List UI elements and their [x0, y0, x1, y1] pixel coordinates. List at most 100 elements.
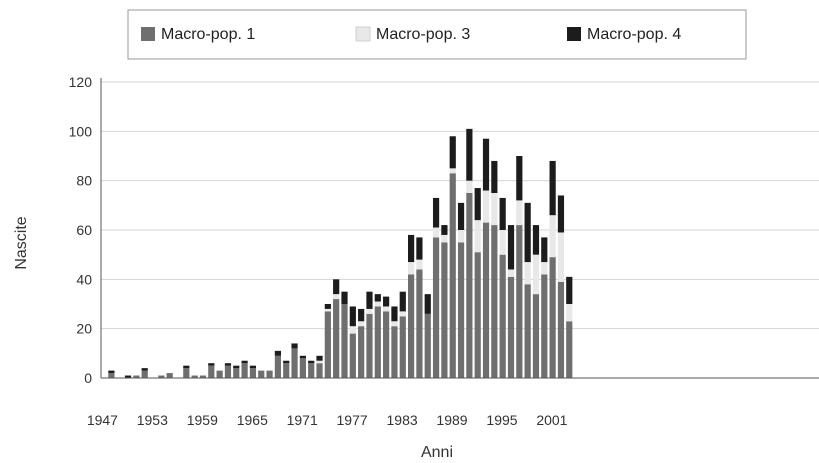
x-tick-label: 1989	[436, 412, 467, 428]
bar-segment-macro-pop-4-1974	[333, 279, 340, 295]
bars	[108, 128, 573, 378]
bar-segment-macro-pop-3-1982	[399, 311, 406, 317]
bar-segment-macro-pop-1-1984	[416, 269, 423, 378]
bar-segment-macro-pop-1-1951	[141, 370, 148, 378]
bar-segment-macro-pop-4-1981	[391, 306, 398, 322]
bar-segment-macro-pop-1-1953	[158, 375, 165, 378]
y-tick-label: 100	[69, 123, 93, 139]
bar-segment-macro-pop-1-1960	[216, 370, 223, 378]
bar-segment-macro-pop-1-1966	[266, 370, 273, 378]
bar-segment-macro-pop-1-1957	[191, 375, 198, 378]
bar-segment-macro-pop-4-1971	[308, 360, 315, 364]
bar-segment-macro-pop-4-1990	[466, 128, 473, 181]
bar-segment-macro-pop-4-1995	[507, 225, 515, 270]
bar-segment-macro-pop-4-1983	[408, 234, 415, 263]
bar-segment-macro-pop-1-2000	[549, 257, 556, 378]
bar-segment-macro-pop-3-1994	[499, 230, 506, 255]
bar-segment-macro-pop-4-1951	[141, 368, 148, 371]
bar-segment-macro-pop-4-1992	[482, 138, 490, 191]
bar-segment-macro-pop-4-1947	[108, 370, 115, 374]
bar-segment-macro-pop-1-1962	[233, 368, 240, 378]
x-tick-label: 1971	[287, 412, 318, 428]
x-tick-label: 1983	[387, 412, 418, 428]
bar-segment-macro-pop-4-2001	[557, 195, 565, 233]
bar-segment-macro-pop-3-1977	[358, 321, 365, 327]
bar-segment-macro-pop-4-1986	[432, 197, 440, 228]
bar-segment-macro-pop-4-1964	[249, 365, 257, 369]
bar-segment-macro-pop-3-1991	[474, 220, 481, 253]
bar-segment-macro-pop-1-1983	[408, 274, 415, 378]
legend-label-macro-pop-3: Macro-pop. 3	[376, 26, 470, 43]
bar-segment-macro-pop-3-1981	[391, 321, 398, 327]
bar-segment-macro-pop-3-1993	[491, 193, 498, 226]
legend-swatch-macro-pop-3	[355, 26, 371, 42]
bar-segment-macro-pop-3-2001	[557, 232, 565, 282]
bar-segment-macro-pop-4-1972	[316, 355, 323, 361]
bar-segment-macro-pop-3-1983	[408, 262, 415, 275]
bar-segment-macro-pop-1-1958	[199, 375, 207, 378]
legend-swatch-macro-pop-4	[567, 27, 581, 41]
bar-segment-macro-pop-3-1986	[432, 227, 440, 238]
bar-segment-macro-pop-4-1984	[416, 237, 423, 260]
bar-segment-macro-pop-4-1993	[491, 160, 498, 193]
bar-segment-macro-pop-1-1977	[358, 326, 365, 378]
x-tick-labels: 1947 1953 1959 1965 1971 1977 1983 1989 1995 2001	[87, 412, 568, 428]
bar-segment-macro-pop-4-1959	[208, 363, 215, 366]
bar-segment-macro-pop-1-1988	[449, 173, 456, 378]
bar-segment-macro-pop-1-1980	[383, 311, 390, 378]
bar-segment-macro-pop-1-1993	[491, 225, 498, 378]
bar-segment-macro-pop-1-1994	[499, 254, 506, 378]
bar-segment-macro-pop-1-1976	[349, 333, 356, 378]
bar-segment-macro-pop-1-2002	[566, 321, 573, 378]
bar-segment-macro-pop-3-1987	[441, 234, 448, 243]
bar-segment-macro-pop-4-1956	[183, 365, 190, 369]
bar-segment-macro-pop-1-1954	[166, 373, 173, 378]
bar-segment-macro-pop-4-1994	[499, 197, 506, 230]
legend-label-macro-pop-4: Macro-pop. 4	[587, 26, 681, 43]
bar-segment-macro-pop-4-1978	[366, 291, 373, 309]
bar-segment-macro-pop-4-1973	[324, 304, 331, 309]
y-tick-label: 80	[76, 173, 92, 189]
bar-segment-macro-pop-4-1991	[474, 188, 481, 221]
bar-segment-macro-pop-3-1972	[316, 360, 323, 364]
bar-segment-macro-pop-1-1992	[482, 222, 490, 378]
bar-segment-macro-pop-3-1989	[457, 230, 465, 243]
bar-segment-macro-pop-4-1980	[383, 296, 390, 307]
bar-segment-macro-pop-4-1949	[124, 375, 132, 378]
bar-segment-macro-pop-1-1991	[474, 252, 481, 378]
bar-segment-macro-pop-3-2000	[549, 215, 556, 258]
bar-segment-macro-pop-3-1976	[349, 326, 356, 334]
x-tick-label: 1965	[237, 412, 268, 428]
x-tick-label: 1977	[337, 412, 368, 428]
bar-segment-macro-pop-4-1999	[541, 237, 548, 263]
bar-segment-macro-pop-3-1973	[324, 308, 331, 312]
bar-segment-macro-pop-4-1979	[374, 294, 381, 302]
bar-segment-macro-pop-1-1969	[291, 348, 298, 378]
bar-segment-macro-pop-4-2002	[566, 276, 573, 304]
bar-segment-macro-pop-1-1985	[424, 313, 431, 378]
x-tick-label: 1995	[486, 412, 517, 428]
axes	[100, 78, 819, 379]
bar-segment-macro-pop-1-1970	[299, 358, 306, 378]
bar-segment-macro-pop-4-1961	[224, 363, 232, 366]
bar-segment-macro-pop-1-1979	[374, 306, 381, 378]
y-tick-label: 60	[76, 222, 92, 238]
legend-swatch-macro-pop-1	[141, 27, 155, 41]
bar-segment-macro-pop-4-1987	[441, 225, 448, 235]
bar-segment-macro-pop-1-1999	[541, 274, 548, 378]
bar-segment-macro-pop-4-1969	[291, 343, 298, 349]
bar-segment-macro-pop-1-1968	[283, 363, 290, 378]
bar-segment-macro-pop-4-1996	[516, 156, 523, 201]
bar-segment-macro-pop-3-1984	[416, 259, 423, 270]
bar-segment-macro-pop-4-1989	[457, 202, 465, 230]
bar-segment-macro-pop-1-1950	[133, 375, 140, 378]
bar-segment-macro-pop-3-1996	[516, 200, 523, 226]
bar-segment-macro-pop-4-1998	[532, 225, 540, 255]
bar-segment-macro-pop-1-1972	[316, 363, 323, 378]
bar-segment-macro-pop-1-1965	[258, 370, 265, 378]
x-axis-title: Anni	[421, 444, 453, 461]
bar-segment-macro-pop-4-1968	[283, 360, 290, 364]
bar-segment-macro-pop-3-1988	[449, 168, 456, 174]
bar-segment-macro-pop-3-1997	[524, 262, 531, 285]
